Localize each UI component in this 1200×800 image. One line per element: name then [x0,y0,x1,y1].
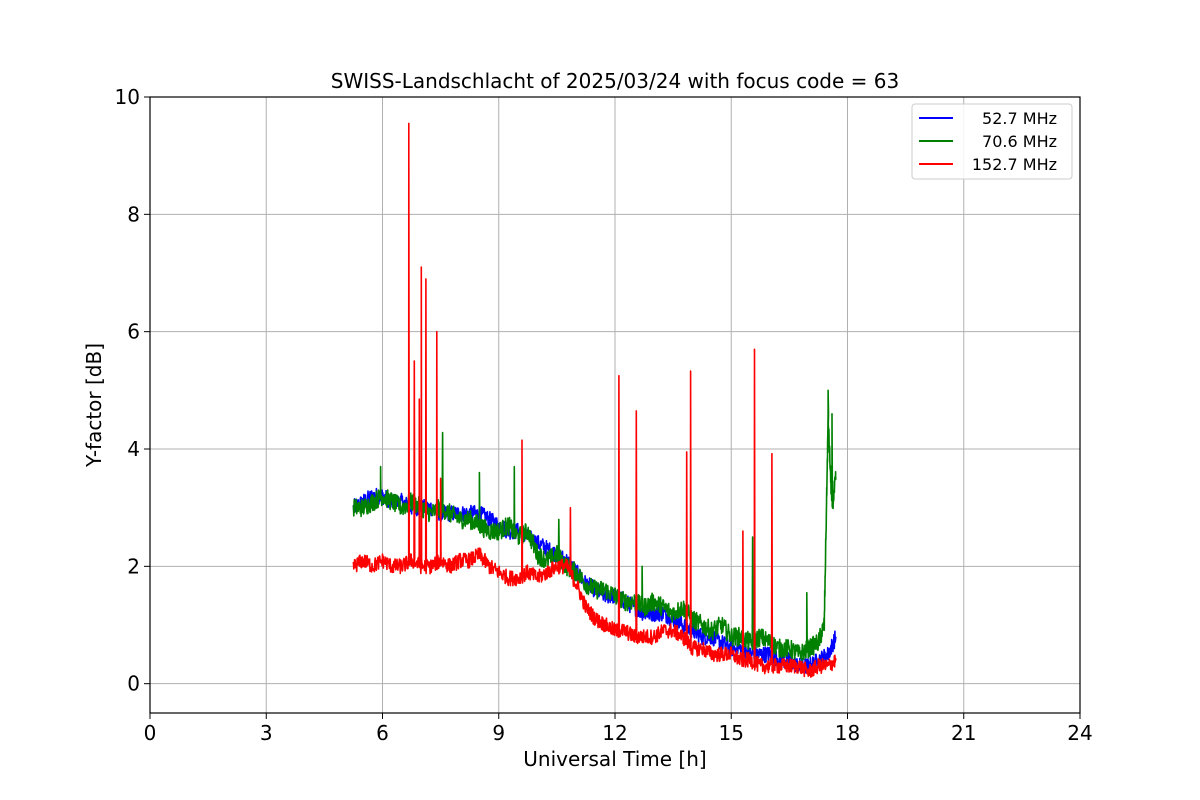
x-tick-label: 0 [144,721,157,745]
y-tick-label: 2 [127,554,140,578]
x-tick-label: 6 [376,721,389,745]
series-line-1 [352,389,837,662]
series-line-2 [352,122,837,678]
x-axis-label: Universal Time [h] [523,747,706,771]
grid [149,96,1081,713]
x-tick-label: 9 [492,721,505,745]
y-tick-label: 4 [127,437,140,461]
x-tick-label: 15 [719,721,744,745]
x-tick-label: 3 [260,721,273,745]
y-tick-label: 6 [127,320,140,344]
x-tick-label: 12 [602,721,627,745]
x-tick-label: 18 [835,721,860,745]
x-tick-label: 24 [1067,721,1092,745]
y-tick-label: 0 [127,672,140,696]
y-tick-label: 8 [127,202,140,226]
chart-title: SWISS-Landschlacht of 2025/03/24 with fo… [331,69,899,93]
legend: 52.7 MHz 70.6 MHz 152.7 MHz [911,103,1073,180]
legend-label: 70.6 MHz [982,132,1057,151]
plot-area [352,122,837,678]
legend-label: 152.7 MHz [972,155,1057,174]
y-axis-label: Y-factor [dB] [82,343,106,468]
legend-label: 52.7 MHz [982,109,1057,128]
x-axis: 0 3 6 9 12 15 18 21 24 [144,713,1093,745]
legend-box [911,103,1073,180]
y-tick-label: 10 [115,85,140,109]
x-tick-label: 21 [951,721,976,745]
y-axis: 0 2 4 6 8 10 [115,85,150,696]
